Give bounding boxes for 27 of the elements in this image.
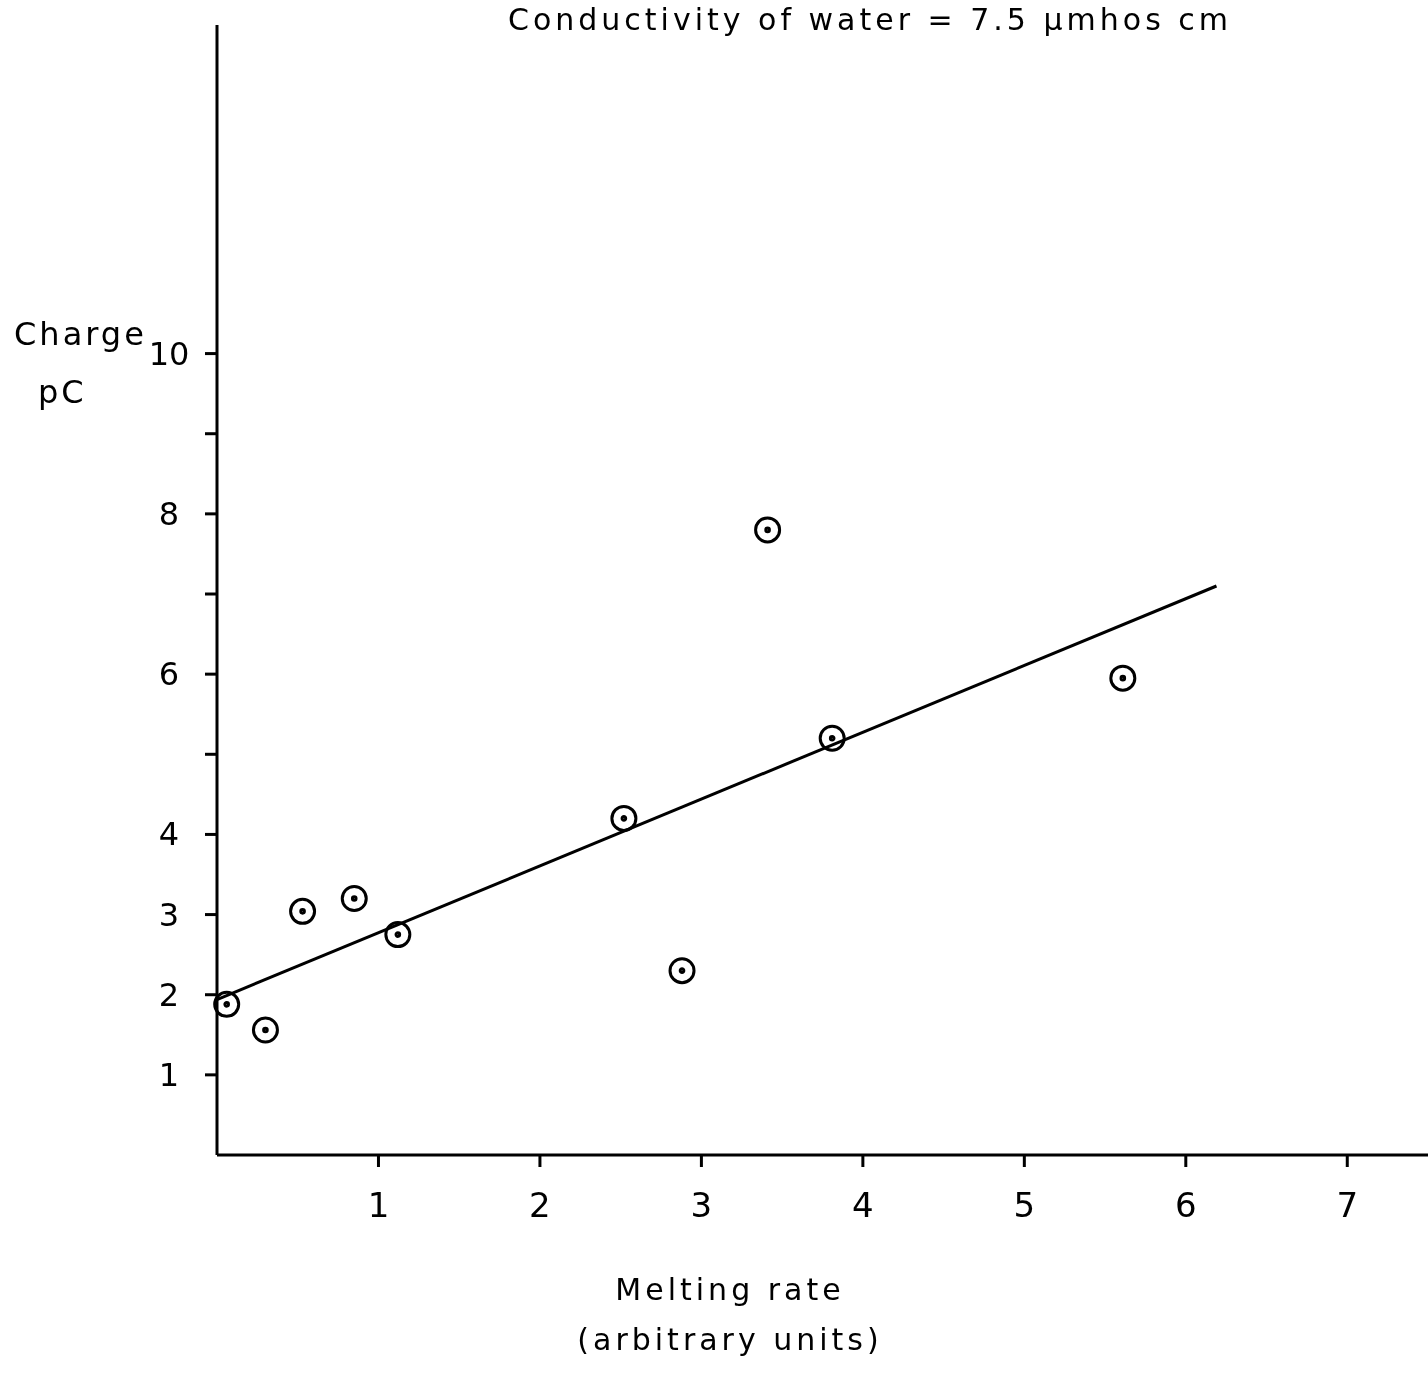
point [754,516,782,544]
point [668,957,696,985]
x-axis-title: Melting rate (arbitrary units) [577,1272,883,1357]
x-tick-label: 3 [690,1185,713,1225]
y-tick-label: 4 [158,815,180,854]
point [251,1016,279,1044]
x-tick-label: 1 [367,1185,390,1225]
y-tick-label: 6 [158,655,180,694]
x-tick-label: 7 [1336,1185,1359,1225]
point [289,897,317,925]
y-tick-label: 3 [158,895,180,934]
y-axis-title: Charge pC [14,315,147,411]
y-tick-label: 2 [158,975,180,1014]
y-tick-label: 1 [158,1055,180,1094]
x-tick-label: 2 [529,1185,551,1225]
point [340,885,368,913]
y-tick-label: 10 [148,334,190,373]
point [384,921,412,949]
y-tick-label: 8 [158,494,180,533]
chart-title: Conductivity of water = 7.5 µmhos cm [507,2,1233,37]
point [1109,664,1137,692]
x-tick-label: 4 [852,1185,874,1225]
point [213,990,241,1018]
point [818,724,846,752]
x-tick-label: 5 [1013,1185,1036,1225]
x-tick-label: 6 [1174,1185,1197,1225]
point [610,804,638,832]
